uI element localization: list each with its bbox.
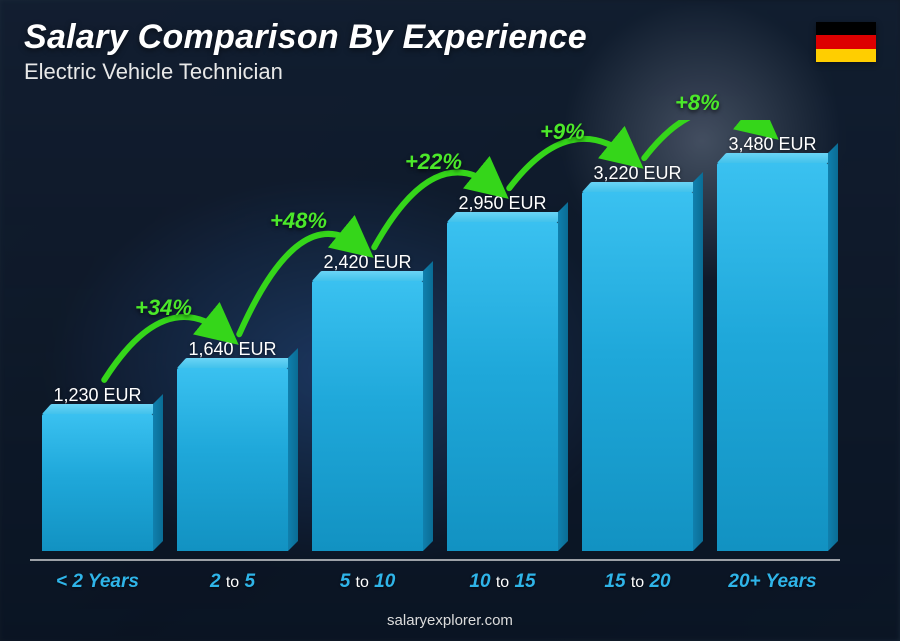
bar — [717, 163, 828, 551]
bar-group: 2,420 EUR — [300, 120, 435, 551]
bar — [312, 281, 423, 551]
x-axis-label: 10 to 15 — [435, 571, 570, 593]
bar-group: 3,220 EUR — [570, 120, 705, 551]
bar-group: 3,480 EUR — [705, 120, 840, 551]
bars-container: 1,230 EUR 1,640 EUR2,420 EUR2,950 EUR 3,22… — [30, 120, 840, 551]
pct-badge: +34% — [135, 295, 192, 321]
page-title: Salary Comparison By Experience — [24, 18, 876, 57]
flag-stripe-bot — [816, 49, 876, 62]
bar-group: 1,640 EUR — [165, 120, 300, 551]
bar-group: 1,230 EUR — [30, 120, 165, 551]
header: Salary Comparison By Experience Electric… — [24, 18, 876, 85]
pct-badge: +48% — [270, 208, 327, 234]
x-axis-label: 5 to 10 — [300, 571, 435, 593]
footer-credit: salaryexplorer.com — [0, 612, 900, 629]
bar-group: 2,950 EUR — [435, 120, 570, 551]
x-axis: < 2 Years2 to 55 to 1010 to 1515 to 2020… — [30, 559, 840, 593]
x-axis-label: 2 to 5 — [165, 571, 300, 593]
flag-stripe-mid — [816, 35, 876, 48]
bar — [42, 414, 153, 551]
bar-chart: 1,230 EUR 1,640 EUR2,420 EUR2,950 EUR 3,22… — [30, 120, 840, 551]
x-axis-label: < 2 Years — [30, 571, 165, 593]
page-subtitle: Electric Vehicle Technician — [24, 59, 876, 85]
bar — [582, 192, 693, 551]
bar — [177, 368, 288, 551]
pct-badge: +8% — [675, 90, 720, 116]
x-axis-label: 15 to 20 — [570, 571, 705, 593]
bar-value-label: 3,220 EUR — [593, 163, 681, 184]
pct-badge: +22% — [405, 149, 462, 175]
bar-value-label: 1,230 EUR — [53, 385, 141, 406]
bar-value-label: 3,480 EUR — [728, 134, 816, 155]
flag-germany — [816, 22, 876, 62]
flag-stripe-top — [816, 22, 876, 35]
pct-badge: +9% — [540, 119, 585, 145]
bar — [447, 222, 558, 551]
x-axis-label: 20+ Years — [705, 571, 840, 593]
